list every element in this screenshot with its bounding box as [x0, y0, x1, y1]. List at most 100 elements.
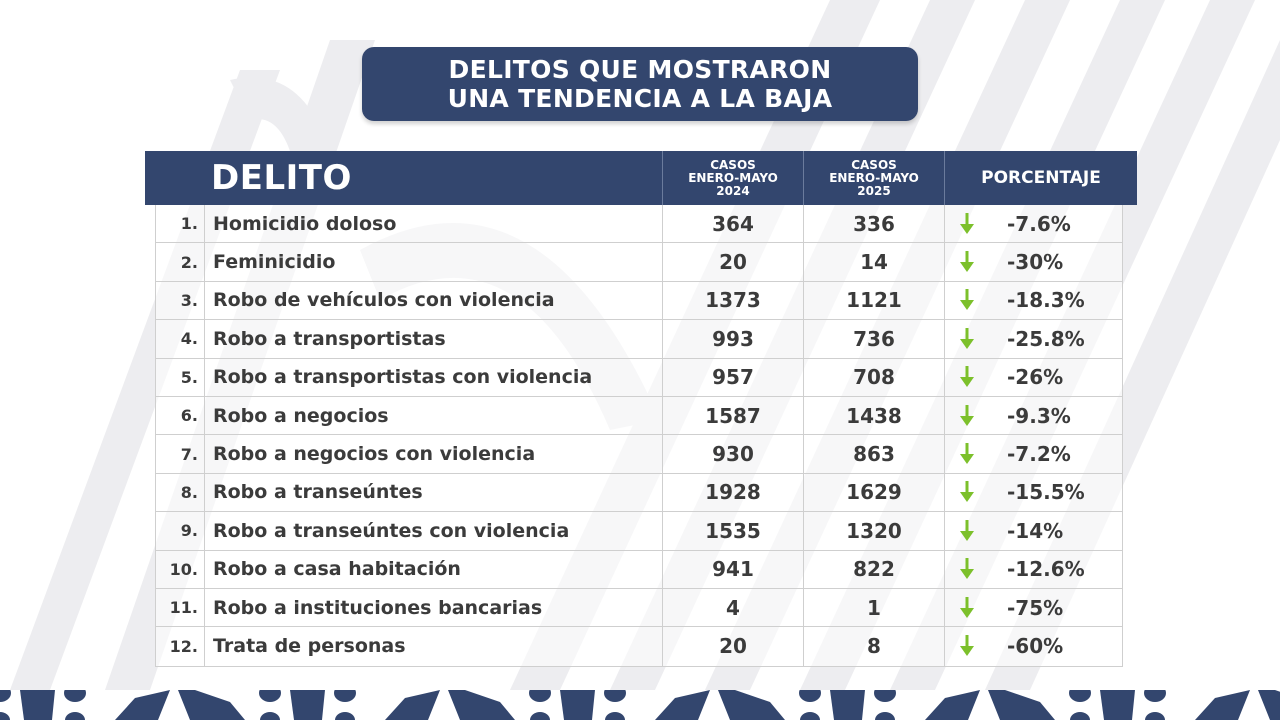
cases-2025: 1438 [804, 396, 945, 435]
title-line-1: DELITOS QUE MOSTRARON [448, 55, 832, 84]
pattern-shape [1195, 690, 1250, 720]
row-number: 3. [156, 281, 205, 320]
down-arrow-icon [960, 481, 974, 503]
pattern-shape [20, 690, 55, 720]
table-row: 6. Robo a negocios 1587 1438 -9.3% [156, 396, 1122, 436]
title-banner: DELITOS QUE MOSTRARON UNA TENDENCIA A LA… [362, 47, 918, 121]
down-arrow-icon [960, 635, 974, 657]
row-number: 9. [156, 512, 205, 550]
table-row: 4. Robo a transportistas 993 736 -25.8% [156, 320, 1122, 359]
down-arrow-icon [960, 327, 974, 349]
cases-2025: 822 [804, 550, 945, 588]
cases-2024: 20 [663, 243, 804, 281]
cases-2025: 1320 [804, 512, 945, 550]
row-number: 10. [156, 550, 205, 588]
table-row: 2. Feminicidio 20 14 -30% [156, 243, 1122, 282]
cases-2025: 8 [804, 627, 945, 666]
pattern-shape [1069, 690, 1091, 702]
down-arrow-icon [960, 558, 974, 580]
cases-2025: 1 [804, 588, 945, 627]
pattern-shape [800, 712, 820, 720]
pattern-shape [718, 690, 785, 720]
cases-2025: 736 [804, 320, 945, 358]
pattern-shape [1100, 690, 1135, 720]
row-number: 1. [156, 205, 205, 243]
row-number: 6. [156, 396, 205, 435]
pattern-shape [799, 690, 821, 702]
percentage-change: -30% [1007, 250, 1064, 275]
cases-2024: 957 [663, 358, 804, 396]
cases-2025: 1121 [804, 281, 945, 320]
crime-name: Robo a negocios [205, 396, 663, 435]
pattern-shape [655, 690, 710, 720]
header-casos-2024: CASOS ENERO-MAYO 2024 [662, 151, 803, 205]
pattern-shape [335, 712, 355, 720]
pattern-shape [988, 690, 1055, 720]
down-arrow-icon [960, 404, 974, 426]
percentage-change: -7.6% [1007, 211, 1071, 236]
down-arrow-icon [960, 366, 974, 388]
cases-2024: 993 [663, 320, 804, 358]
crime-name: Robo a transeúntes con violencia [205, 512, 663, 550]
crime-name: Homicidio doloso [205, 205, 663, 243]
cases-2024: 1928 [663, 473, 804, 512]
pattern-shape [0, 690, 11, 702]
crime-name: Robo a transportistas [205, 320, 663, 358]
crime-name: Robo a instituciones bancarias [205, 588, 663, 627]
crime-name: Robo a transportistas con violencia [205, 358, 663, 396]
table-row: 8. Robo a transeúntes 1928 1629 -15.5% [156, 473, 1122, 513]
pattern-shape [875, 712, 895, 720]
pattern-shape [115, 690, 170, 720]
cases-2025: 863 [804, 435, 945, 473]
row-number: 7. [156, 435, 205, 473]
pattern-shape [925, 690, 980, 720]
table-header: DELITO CASOS ENERO-MAYO 2024 CASOS ENERO… [145, 151, 1137, 205]
cases-2024: 1373 [663, 281, 804, 320]
pattern-shape [65, 712, 85, 720]
pattern-shape [1258, 690, 1280, 720]
pattern-shape [560, 690, 595, 720]
table-body: 1. Homicidio doloso 364 336 -7.6% 2. Fem… [155, 205, 1123, 667]
pattern-shape [530, 712, 550, 720]
down-arrow-icon [960, 519, 974, 541]
row-number: 5. [156, 358, 205, 396]
crime-name: Robo a negocios con violencia [205, 435, 663, 473]
percentage-change: -60% [1007, 634, 1064, 659]
pattern-shape [1144, 690, 1166, 702]
pattern-shape [830, 690, 865, 720]
table-row: 10. Robo a casa habitación 941 822 -12.6… [156, 550, 1122, 589]
percentage-change: -14% [1007, 518, 1064, 543]
pattern-shape [1145, 712, 1165, 720]
pattern-shape [448, 690, 515, 720]
down-arrow-icon [960, 289, 974, 311]
table-row: 7. Robo a negocios con violencia 930 863… [156, 435, 1122, 474]
row-number: 11. [156, 588, 205, 627]
pattern-shape [529, 690, 551, 702]
pattern-shape [260, 712, 280, 720]
decorative-pattern-band [0, 690, 1280, 720]
percentage-change: -18.3% [1007, 288, 1085, 313]
down-arrow-icon [960, 443, 974, 465]
title-line-2: UNA TENDENCIA A LA BAJA [447, 84, 833, 113]
table-row: 5. Robo a transportistas con violencia 9… [156, 358, 1122, 397]
cases-2024: 20 [663, 627, 804, 666]
pattern-shape [290, 690, 325, 720]
cases-2025: 1629 [804, 473, 945, 512]
crime-name: Trata de personas [205, 627, 663, 666]
table-row: 11. Robo a instituciones bancarias 4 1 -… [156, 588, 1122, 628]
cases-2024: 1587 [663, 396, 804, 435]
table-row: 3. Robo de vehículos con violencia 1373 … [156, 281, 1122, 321]
pattern-shape [605, 712, 625, 720]
cases-2024: 364 [663, 205, 804, 243]
pattern-shape [0, 712, 10, 720]
table-row: 1. Homicidio doloso 364 336 -7.6% [156, 205, 1122, 244]
down-arrow-icon [960, 251, 974, 273]
crime-name: Robo a casa habitación [205, 550, 663, 588]
header-porcentaje: PORCENTAJE [944, 151, 1137, 205]
percentage-change: -7.2% [1007, 442, 1071, 467]
row-number: 8. [156, 473, 205, 512]
percentage-change: -26% [1007, 365, 1064, 390]
table-row: 12. Trata de personas 20 8 -60% [156, 627, 1122, 666]
percentage-change: -12.6% [1007, 557, 1085, 582]
row-number: 4. [156, 320, 205, 358]
